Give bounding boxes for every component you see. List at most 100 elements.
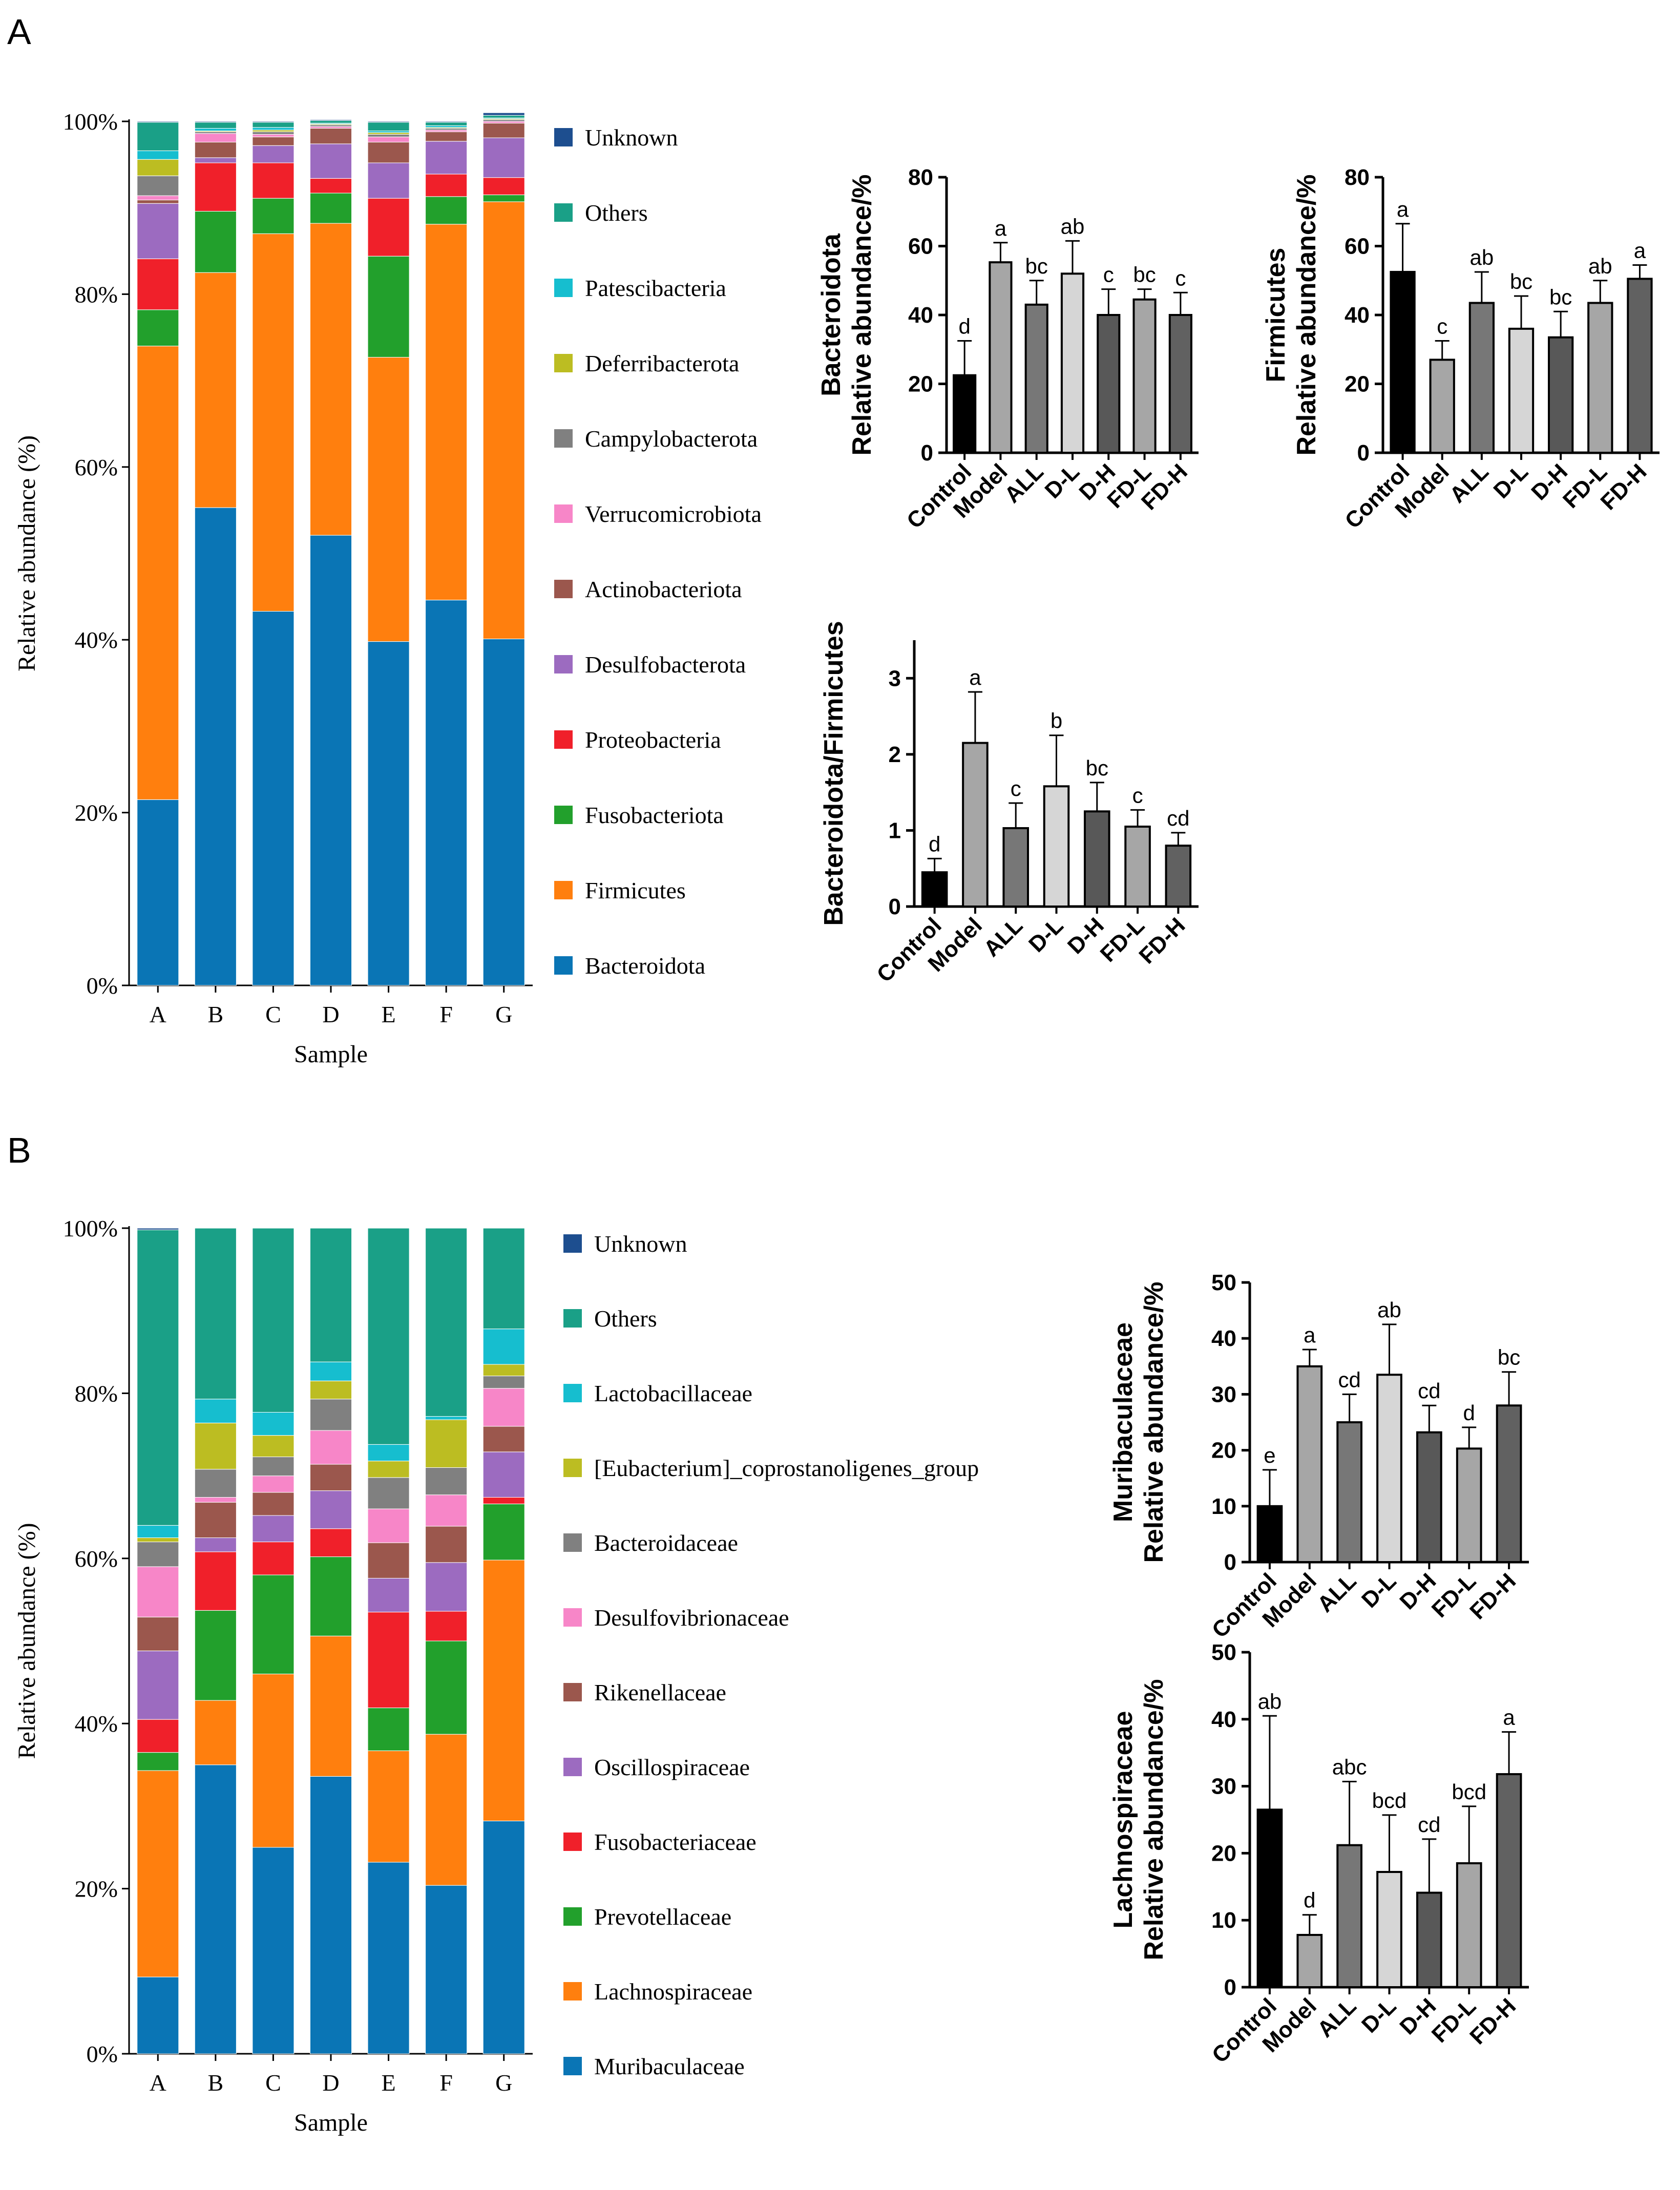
x-tick-label: D: [322, 1001, 339, 1027]
legend-label-desulfobacterota: Desulfobacterota: [585, 651, 746, 678]
segment-others: [194, 122, 237, 129]
legend-swatch-fusobacteriota: [554, 806, 573, 824]
segment-others: [137, 122, 179, 151]
segment-others: [309, 1228, 352, 1362]
significance-letter: bc: [1086, 756, 1108, 780]
legend-swatch-muribaculaceae: [563, 2057, 582, 2075]
y-axis-title: Relative abundance/%: [1139, 1281, 1169, 1563]
y-tick-label: 1: [889, 818, 901, 843]
segment-desulfobacterota: [367, 162, 410, 199]
x-tick-label: FD-L: [1096, 913, 1149, 966]
legend-label-bacteroidaceae: Bacteroidaceae: [594, 1530, 738, 1556]
legend-swatch-oscillospiraceae: [563, 1758, 582, 1776]
segment-lactobacillaceae: [309, 1361, 352, 1381]
segment-bacteroidota: [194, 507, 237, 986]
segment-prevotellaceae: [194, 1610, 237, 1701]
y-axis-title: Lachnospiraceae: [1108, 1711, 1138, 1929]
significance-letter: cd: [1418, 1379, 1440, 1403]
legend-swatch-patescibacteria: [554, 279, 573, 297]
segment-lactobacillaceae: [482, 1329, 525, 1365]
y-tick-label: 40: [908, 303, 933, 328]
segment-muribaculaceae: [425, 1885, 468, 2054]
segment-fusobacteriaceae: [137, 1719, 179, 1753]
legend-swatch-rikenellaceae: [563, 1683, 582, 1701]
significance-letter: ab: [1469, 245, 1494, 269]
bar-d-l: [1043, 785, 1070, 908]
bar-fd-l: [1456, 1862, 1482, 1989]
segment-bacteroidaceae: [425, 1467, 468, 1496]
x-tick-label: ALL: [1313, 1993, 1361, 2042]
bar-fd-h: [1496, 1773, 1522, 1988]
segment-bacteroidota: [252, 611, 295, 986]
y-tick-label: 20%: [75, 1876, 118, 1902]
legend-swatch-proteobacteria: [554, 730, 573, 749]
segment-unknown: [137, 1228, 179, 1230]
bar-fd-h: [1496, 1404, 1522, 1563]
x-tick-label: E: [382, 2070, 396, 2096]
y-tick-label: 20: [1345, 372, 1370, 397]
legend-label-lactobacillaceae: Lactobacillaceae: [594, 1380, 752, 1406]
segment-deferribacterota: [367, 132, 410, 135]
segment-bacteroidaceae: [482, 1376, 525, 1389]
segment-unknown: [425, 121, 468, 123]
bar-model: [1296, 1933, 1323, 1989]
legend-swatch-verrucomicrobiota: [554, 504, 573, 523]
segment-patescibacteria: [367, 131, 410, 133]
segment-lachnospiraceae: [194, 1700, 237, 1765]
segment-others: [482, 115, 525, 118]
significance-letter: bc: [1510, 269, 1532, 293]
segment-lactobacillaceae: [252, 1412, 295, 1436]
legend-swatch-lactobacillaceae: [563, 1384, 582, 1402]
family-stacked-chart: 0% 20% 40% 60% 80% 100% A B C D E F G Relative abunda…: [13, 1215, 979, 2136]
bar-control: [921, 871, 948, 908]
significance-letter: ab: [1061, 214, 1085, 238]
y-axis-title: Bacteroidota/Firmicutes: [819, 621, 849, 925]
segment-others: [482, 1228, 525, 1330]
legend-label-actinobacteriota: Actinobacteriota: [585, 576, 742, 602]
significance-letter: cd: [1338, 1367, 1360, 1392]
y-tick-label: 3: [889, 666, 901, 691]
bar-d-h: [1416, 1431, 1442, 1563]
y-tick-label: 0: [1224, 1550, 1236, 1575]
legend-swatch-desulfovibrionaceae: [563, 1608, 582, 1627]
segment-fusobacteriota: [309, 193, 352, 224]
x-tick-label: D-L: [1024, 913, 1068, 957]
segment-unknown: [309, 119, 352, 121]
bar-fd-h: [1168, 314, 1192, 454]
y-tick-label: 20: [908, 372, 933, 397]
segment-prevotellaceae: [252, 1574, 295, 1674]
segment-bacteroidaceae: [309, 1399, 352, 1431]
legend-label-eubacterium-coprostanoligenes-group: [Eubacterium]_coprostanoligenes_group: [594, 1455, 979, 1481]
bar-control: [1390, 270, 1416, 454]
segment-campylobacterota: [425, 128, 468, 131]
segment-prevotellaceae: [425, 1640, 468, 1735]
significance-letter: d: [1304, 1888, 1315, 1912]
legend-label-campylobacterota: Campylobacterota: [585, 426, 758, 452]
segment-others: [425, 122, 468, 126]
segment-fusobacteriota: [425, 196, 468, 225]
bar-control: [953, 374, 977, 454]
bar-d-l: [1376, 1871, 1402, 1988]
bar-d-h: [1097, 314, 1121, 454]
segment-firmicutes: [252, 233, 295, 612]
segment-fusobacteriota: [482, 194, 525, 202]
segment-actinobacteriota: [367, 141, 410, 163]
legend-label-desulfovibrionaceae: Desulfovibrionaceae: [594, 1605, 789, 1631]
significance-letter: bc: [1549, 285, 1572, 309]
segment-bacteroidota: [309, 535, 352, 986]
legend-label-unknown: Unknown: [594, 1231, 687, 1257]
muribaculaceae-bar-chart: 01020304050eControlaModelcdALLabD-LcdD-H…: [1108, 1270, 1529, 1643]
bar-all: [1002, 827, 1030, 908]
segment-campylobacterota: [194, 131, 237, 134]
x-tick-label: ALL: [1000, 459, 1048, 508]
x-tick-label: A: [150, 2070, 166, 2096]
segment-others: [367, 122, 410, 132]
segment-desulfovibrionaceae: [482, 1388, 525, 1427]
segment-unknown: [137, 121, 179, 123]
bar-fd-l: [1124, 826, 1151, 908]
x-tick-label: FD-H: [1134, 913, 1190, 968]
significance-letter: d: [1463, 1401, 1475, 1425]
significance-letter: cd: [1418, 1813, 1440, 1837]
legend-swatch-campylobacterota: [554, 429, 573, 448]
segment-desulfovibrionaceae: [194, 1497, 237, 1503]
